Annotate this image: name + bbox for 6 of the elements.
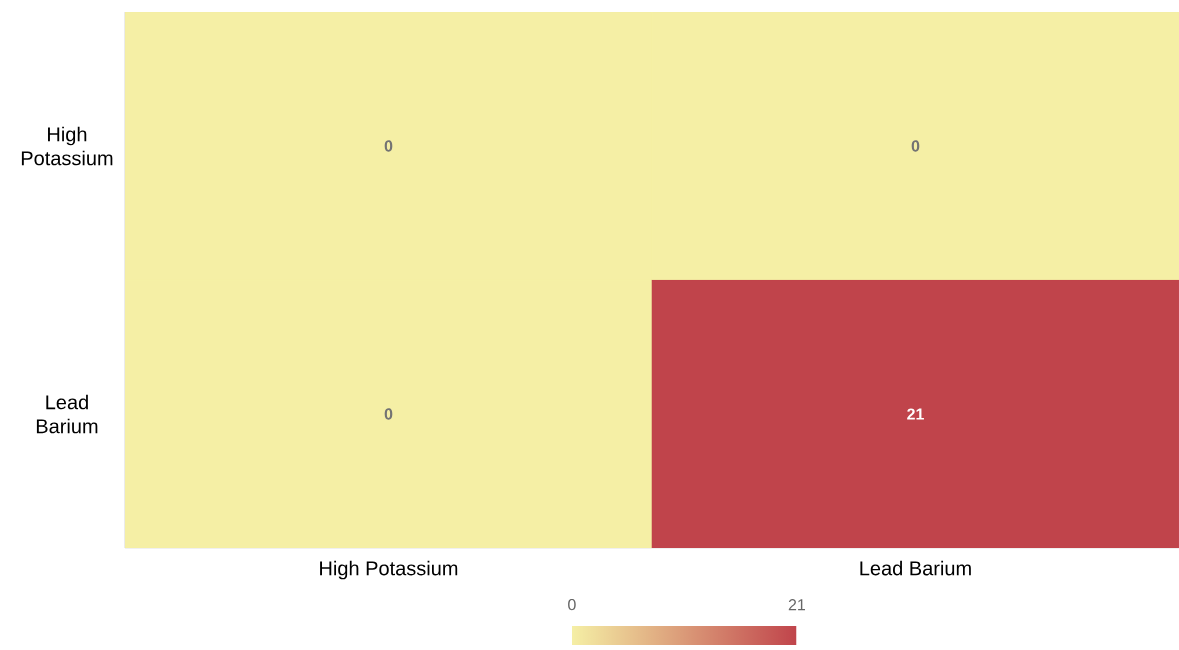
data-label: 0 <box>384 408 393 420</box>
data-label: 0 <box>384 140 393 152</box>
color-bar-label: 0 <box>568 598 576 611</box>
color-bar-label: 21 <box>788 599 805 611</box>
data-label: 0 <box>911 140 920 152</box>
data-label: 21 <box>907 408 924 420</box>
